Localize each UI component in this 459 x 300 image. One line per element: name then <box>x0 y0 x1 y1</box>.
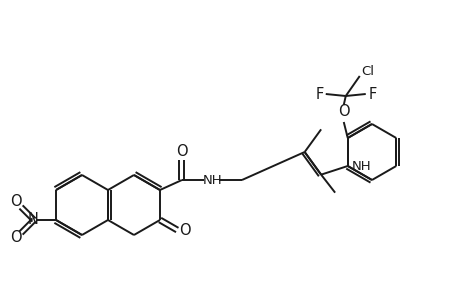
Text: NH: NH <box>351 160 371 172</box>
Text: O: O <box>176 143 187 158</box>
Text: NH: NH <box>203 173 222 187</box>
Text: N: N <box>28 212 39 227</box>
Text: O: O <box>337 103 349 118</box>
Text: F: F <box>315 86 323 101</box>
Text: O: O <box>10 230 22 245</box>
Text: O: O <box>10 194 22 209</box>
Text: Cl: Cl <box>360 64 374 77</box>
Text: O: O <box>179 223 190 238</box>
Text: F: F <box>368 86 376 101</box>
